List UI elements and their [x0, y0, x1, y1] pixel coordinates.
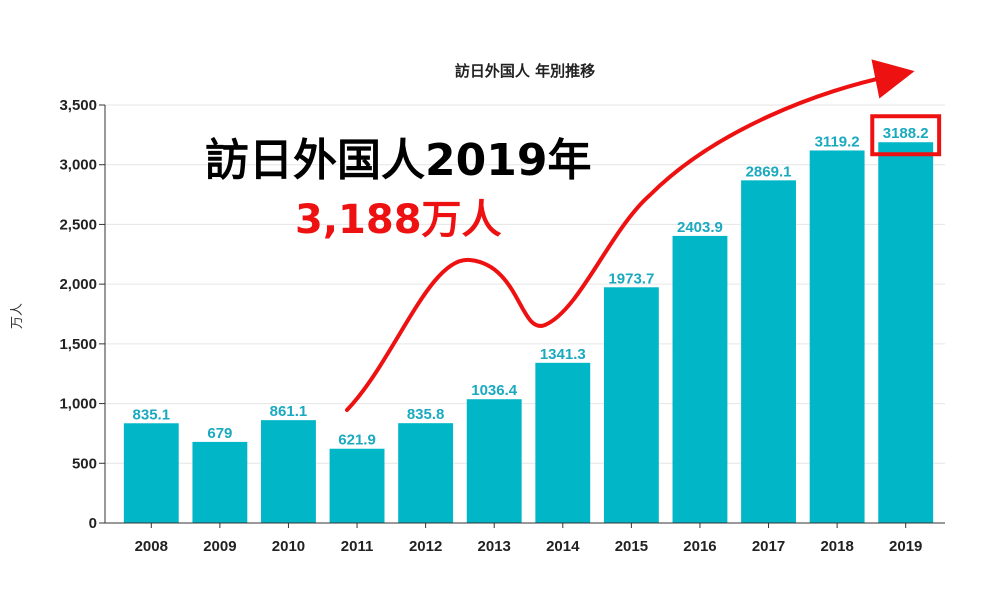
bar-2014 — [535, 362, 591, 523]
gridlines — [105, 104, 945, 464]
y-tick-label: 0 — [89, 515, 97, 532]
trend-arrow — [345, 59, 915, 412]
bar-2015 — [603, 287, 659, 523]
y-tick-label: 1,000 — [59, 396, 97, 413]
bar-2016 — [672, 235, 728, 524]
bar-2011 — [329, 448, 385, 523]
x-tick-label-2013: 2013 — [478, 538, 511, 555]
data-labels: 835.1 679 861.1 621.9 835.8 1036.4 1341.3 1973.… — [133, 125, 929, 448]
bar-2017 — [741, 180, 796, 524]
data-label-2010: 861.1 — [270, 403, 308, 420]
data-label-2008: 835.1 — [133, 406, 171, 423]
y-tick-label: 1,500 — [59, 336, 97, 353]
bar-2013 — [466, 399, 522, 523]
x-tick-label-2012: 2012 — [409, 538, 442, 555]
x-tick-label-2016: 2016 — [683, 538, 716, 555]
y-tick-label: 3,000 — [59, 157, 97, 174]
highlight-box — [870, 114, 942, 157]
y-tick-label: 500 — [72, 455, 97, 472]
bar-2012 — [398, 423, 454, 523]
x-tick-label-2009: 2009 — [203, 538, 236, 555]
x-tick-label-2010: 2010 — [272, 538, 305, 555]
x-tick-label-2018: 2018 — [820, 538, 853, 555]
y-tick-label: 2,000 — [59, 276, 97, 293]
data-label-2018: 3119.2 — [815, 133, 860, 150]
bar-2008 — [123, 423, 179, 523]
x-tick-label-2008: 2008 — [135, 538, 168, 555]
data-label-2019: 3188.2 — [883, 125, 929, 142]
data-label-2016: 2403.9 — [677, 219, 723, 236]
y-axis-label: 万人 — [10, 303, 25, 329]
bars — [123, 142, 934, 524]
annotation-value: 3,188万人 — [295, 197, 502, 243]
bar-2018 — [809, 150, 865, 523]
bar-2010 — [261, 420, 316, 523]
axes: 0 500 1,000 1,500 2,000 2,500 3,000 3,500 2008 20… — [59, 97, 945, 555]
data-label-2014: 1341.3 — [540, 346, 586, 363]
data-label-2013: 1036.4 — [471, 382, 518, 399]
y-tick-label: 3,500 — [59, 97, 97, 114]
x-tick-label-2015: 2015 — [615, 538, 648, 555]
x-tick-label-2014: 2014 — [546, 538, 580, 555]
chart-title: 訪日外国人 年別推移 — [455, 62, 595, 80]
data-label-2011: 621.9 — [338, 432, 376, 449]
x-tick-label-2011: 2011 — [341, 538, 374, 555]
annotation-headline: 訪日外国人2019年 — [205, 135, 591, 186]
bar-2009 — [192, 441, 248, 523]
data-label-2015: 1973.7 — [608, 270, 654, 287]
y-tick-label: 2,500 — [59, 216, 97, 233]
data-label-2009: 679 — [207, 425, 232, 442]
x-tick-label-2019: 2019 — [889, 538, 922, 555]
x-tick-label-2017: 2017 — [752, 538, 785, 555]
data-label-2012: 835.8 — [407, 406, 445, 423]
bar-2019 — [878, 142, 934, 523]
data-label-2017: 2869.1 — [746, 163, 792, 180]
